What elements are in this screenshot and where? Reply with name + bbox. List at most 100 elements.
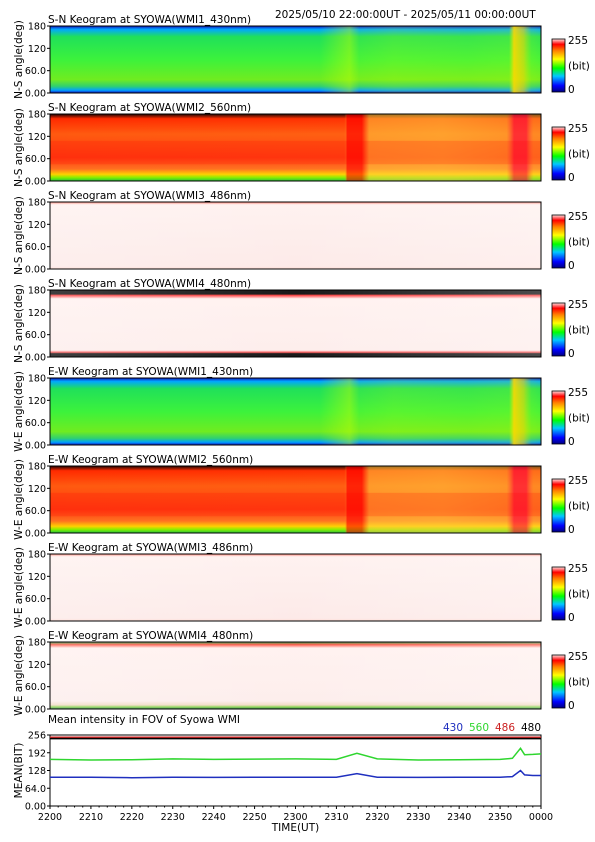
colorbar (551, 302, 566, 357)
x-tick-label: 2330 (406, 812, 430, 823)
y-tick-label: 0.00 (25, 441, 46, 452)
panel-frame (49, 113, 542, 182)
y-tick-label: 120 (28, 132, 46, 143)
x-tick-label: 2350 (488, 812, 512, 823)
y-axis-label: N-S angle(deg) (13, 20, 25, 99)
colorbar-min: 0 (568, 260, 575, 272)
y-tick-label: 120 (28, 572, 46, 583)
y-tick-label: 120 (28, 660, 46, 671)
panel-title: S-N Keogram at SYOWA(WMI4_480nm) (48, 278, 251, 290)
panel-frame (49, 465, 542, 534)
colorbar (551, 126, 566, 181)
colorbar-max: 255 (568, 651, 588, 663)
x-tick-label: 0000 (529, 812, 553, 823)
panel-title: E-W Keogram at SYOWA(WMI3_486nm) (48, 542, 253, 554)
colorbar-unit: (bit) (568, 677, 590, 689)
x-tick-label: 2340 (447, 812, 471, 823)
y-tick-label: 180 (28, 374, 46, 385)
y-tick-label: 0.00 (25, 802, 46, 813)
colorbar-unit: (bit) (568, 589, 590, 601)
y-tick-label: 120 (28, 220, 46, 231)
y-tick-label: 180 (28, 638, 46, 649)
line-plot-title: Mean intensity in FOV of Syowa WMI (48, 714, 240, 726)
y-tick-label: 192 (28, 748, 46, 759)
x-tick-label: 2220 (120, 812, 144, 823)
keogram-texture (50, 290, 541, 357)
colorbar-max: 255 (568, 123, 588, 135)
y-tick-label: 180 (28, 22, 46, 33)
keogram-band (50, 492, 541, 517)
panel-frame (49, 377, 542, 446)
colorbar-max: 255 (568, 387, 588, 399)
colorbar (551, 478, 566, 533)
panel-frame (49, 553, 542, 622)
line-legend: 480 486 560 430 (443, 722, 541, 734)
colorbar-max: 255 (568, 299, 588, 311)
series-line-560 (49, 747, 542, 761)
y-tick-label: 180 (28, 110, 46, 121)
series-line-430 (50, 769, 541, 779)
colorbar-min: 0 (568, 612, 575, 624)
y-tick-label: 60.0 (25, 66, 46, 77)
panel-title: E-W Keogram at SYOWA(WMI4_480nm) (48, 630, 253, 642)
y-tick-label: 256 (28, 731, 46, 742)
x-tick-label: 2300 (283, 812, 307, 823)
panel-frame (49, 25, 542, 94)
y-tick-label: 0.00 (25, 177, 46, 188)
legend-560: 560 (469, 722, 489, 734)
y-tick-label: 60.0 (25, 506, 46, 517)
y-tick-label: 120 (28, 308, 46, 319)
keogram-panel-7: E-W Keogram at SYOWA(WMI3_486nm) 0.00 60.0… (13, 542, 590, 628)
panel-title: E-W Keogram at SYOWA(WMI2_560nm) (48, 454, 253, 466)
y-tick-label: 0.00 (25, 89, 46, 100)
colorbar-max: 255 (568, 35, 588, 47)
panel-title: E-W Keogram at SYOWA(WMI1_430nm) (48, 366, 253, 378)
x-tick-label: 2250 (242, 812, 266, 823)
colorbar (551, 390, 566, 445)
y-tick-label: 64.0 (25, 784, 46, 795)
line-plot-frame (49, 734, 542, 807)
keogram-panel-5: E-W Keogram at SYOWA(WMI1_430nm) 0.00 60.0… (13, 366, 590, 452)
y-axis-label: N-S angle(deg) (13, 108, 25, 187)
x-tick-label: 2320 (365, 812, 389, 823)
colorbar-unit: (bit) (568, 149, 590, 161)
colorbar (551, 566, 566, 621)
keogram-texture (50, 26, 541, 93)
y-tick-label: 0.00 (25, 617, 46, 628)
x-tick-label: 2210 (79, 812, 103, 823)
y-tick-label: 120 (28, 396, 46, 407)
panel-title: S-N Keogram at SYOWA(WMI2_560nm) (48, 102, 251, 114)
y-tick-label: 128 (28, 766, 46, 777)
keogram-texture (50, 202, 541, 269)
colorbar-min: 0 (568, 172, 575, 184)
legend-486: 486 (495, 722, 515, 734)
x-tick-label: 2240 (202, 812, 226, 823)
x-tick-label: 2200 (38, 812, 62, 823)
colorbar-min: 0 (568, 700, 575, 712)
keogram-texture (50, 554, 541, 621)
y-axis-label: W-E angle(deg) (13, 371, 25, 452)
colorbar-unit: (bit) (568, 413, 590, 425)
y-tick-label: 60.0 (25, 330, 46, 341)
keogram-texture (50, 114, 541, 181)
y-tick-label: 60.0 (25, 242, 46, 253)
x-axis-label: TIME(UT) (271, 822, 320, 834)
panel-frame (49, 641, 542, 710)
colorbar-unit: (bit) (568, 237, 590, 249)
y-tick-label: 120 (28, 44, 46, 55)
colorbar-unit: (bit) (568, 501, 590, 513)
y-tick-label: 180 (28, 198, 46, 209)
panel-frame (49, 201, 542, 270)
colorbar (551, 38, 566, 93)
x-tick-label: 2230 (161, 812, 185, 823)
y-tick-label: 0.00 (25, 529, 46, 540)
y-tick-label: 0.00 (25, 353, 46, 364)
keogram-band (50, 140, 541, 165)
keogram-panel-3: S-N Keogram at SYOWA(WMI3_486nm) 0.00 60.0… (13, 190, 590, 276)
y-tick-label: 0.00 (25, 265, 46, 276)
keogram-panel-1: S-N Keogram at SYOWA(WMI1_430nm) 0.00 60.0… (13, 14, 590, 100)
y-axis-label: W-E angle(deg) (13, 459, 25, 540)
colorbar-min: 0 (568, 436, 575, 448)
y-tick-label: 60.0 (25, 154, 46, 165)
